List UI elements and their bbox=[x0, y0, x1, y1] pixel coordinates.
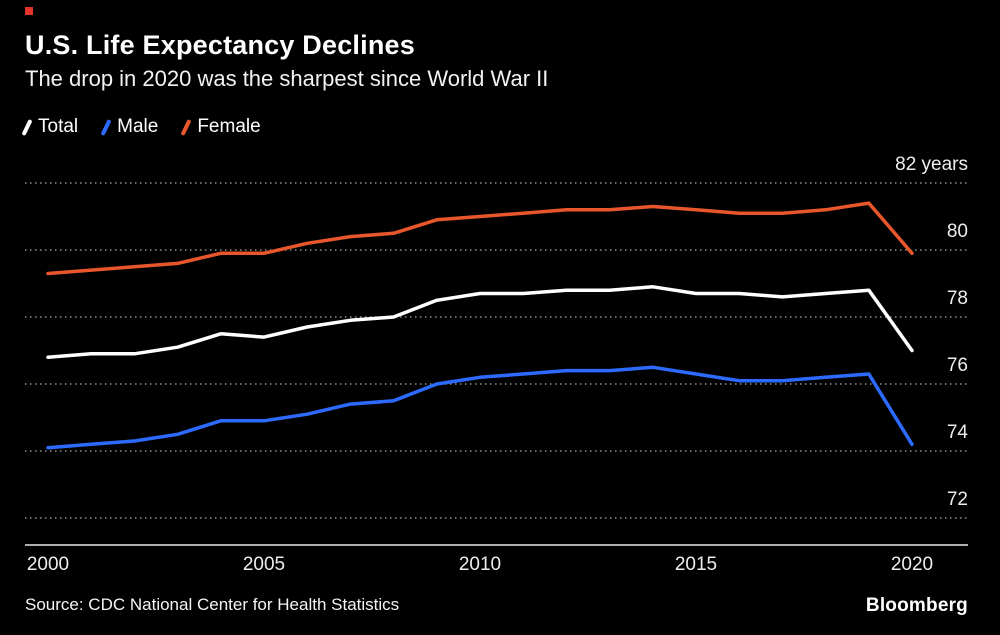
y-axis-label: 78 bbox=[946, 288, 968, 309]
chart-subtitle: The drop in 2020 was the sharpest since … bbox=[25, 66, 549, 91]
legend-item-total: Total bbox=[21, 116, 79, 138]
x-axis-label: 2005 bbox=[242, 554, 286, 575]
red-brand-mark bbox=[25, 7, 33, 15]
x-axis-label: 2010 bbox=[458, 554, 502, 575]
legend-item-female: Female bbox=[180, 116, 261, 138]
legend-label-total: Total bbox=[38, 116, 79, 137]
series-line-total bbox=[46, 285, 914, 359]
y-axis-label: 74 bbox=[946, 422, 968, 443]
y-axis-label: 72 bbox=[946, 489, 968, 510]
legend-label-male: Male bbox=[117, 116, 159, 137]
y-axis-label: 76 bbox=[946, 355, 968, 376]
legend: Total Male Female bbox=[21, 116, 261, 138]
x-axis-label: 2015 bbox=[674, 554, 718, 575]
gridlines bbox=[25, 182, 968, 519]
series-line-male bbox=[46, 365, 914, 450]
legend-item-male: Male bbox=[100, 116, 159, 138]
y-axis-label: 80 bbox=[946, 221, 968, 242]
y-axis-label: 82 years bbox=[895, 154, 968, 175]
series-line-female bbox=[46, 201, 914, 276]
x-axis-label: 2020 bbox=[890, 554, 934, 575]
source-note: Source: CDC National Center for Health S… bbox=[25, 595, 400, 614]
series-lines bbox=[46, 201, 914, 450]
x-axis-label: 2000 bbox=[26, 554, 70, 575]
bloomberg-logo: Bloomberg bbox=[865, 595, 968, 616]
chart-title: U.S. Life Expectancy Declines bbox=[25, 30, 415, 60]
legend-label-female: Female bbox=[197, 116, 261, 137]
